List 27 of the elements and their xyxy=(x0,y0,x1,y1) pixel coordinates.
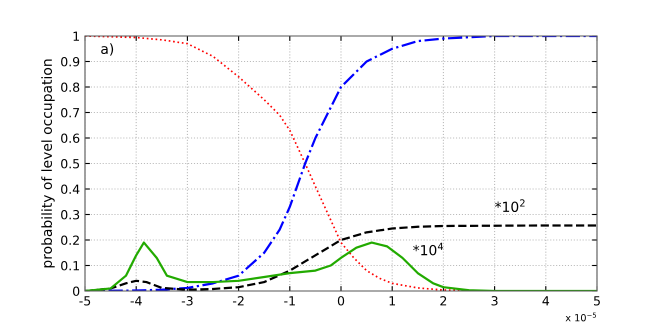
x-tick-label: -5 xyxy=(79,296,90,306)
x-tick-label: -4 xyxy=(130,296,142,306)
y-tick-label: 0 xyxy=(73,286,80,296)
y-tick-label: 0.2 xyxy=(61,235,79,245)
annotation: a) xyxy=(101,43,114,56)
y-tick-label: 0.7 xyxy=(61,108,80,118)
x-tick-label: -2 xyxy=(232,296,244,306)
y-tick-label: 0.9 xyxy=(61,56,80,66)
x-tick-label: 3 xyxy=(492,296,498,306)
x-tick-label: 4 xyxy=(542,296,550,306)
x-tick-label: 5 xyxy=(594,296,600,306)
annotation: *10$^{2}$ xyxy=(495,199,525,212)
x-tick-label: 2 xyxy=(440,296,446,306)
y-tick-label: 0.1 xyxy=(61,260,79,270)
y-tick-label: 0.6 xyxy=(61,133,80,143)
y-axis-title: probability of level occupation xyxy=(41,60,55,268)
x-tick-label: 1 xyxy=(390,296,396,306)
x-tick-label: -1 xyxy=(284,296,295,306)
y-tick-label: 0.4 xyxy=(61,184,80,194)
x-tick-label: 0 xyxy=(338,296,344,306)
y-tick-label: 0.5 xyxy=(61,158,80,168)
annotation: *10$^{4}$ xyxy=(413,242,444,256)
text: x 10$^{−5}$ xyxy=(566,312,596,322)
y-tick-label: 0.3 xyxy=(61,210,80,220)
y-tick-label: 1 xyxy=(74,32,79,41)
y-tick-label: 0.8 xyxy=(61,82,80,92)
x-tick-label: -3 xyxy=(182,296,193,306)
